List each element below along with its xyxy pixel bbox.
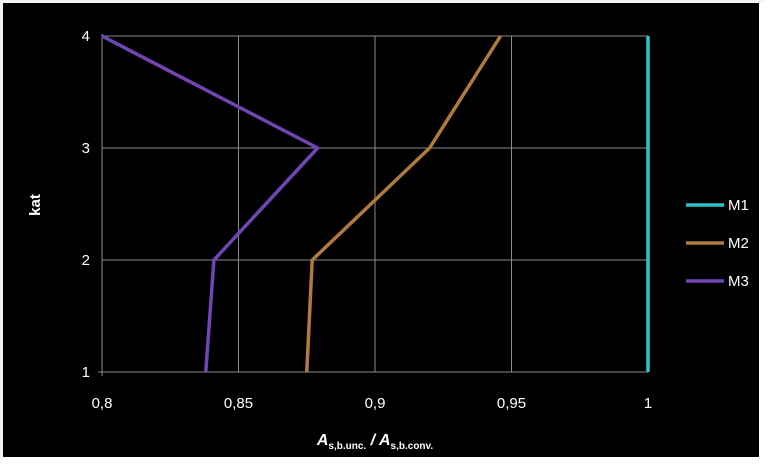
x-tick-label: 0,9 [365,395,386,412]
legend-label: M1 [728,197,749,214]
x-tick-label: 0,85 [224,395,253,412]
x-label-sub-b: s,b.conv. [391,441,434,452]
x-label-sub-a: s,b.unc. [328,441,366,452]
series-line-m2 [305,35,503,373]
x-axis-label: As,b.unc. / As,b.conv. [316,432,433,452]
y-tick-label: 2 [82,252,90,269]
x-tick-label: 1 [644,395,652,412]
x-label-sep: / [366,432,379,449]
axes [98,34,648,376]
x-label-a: A [316,432,329,449]
series-line-m3 [101,34,320,373]
grid-lines [102,35,649,373]
y-tick-label: 4 [82,28,90,45]
y-axis-label: kat [27,194,44,216]
legend-label: M2 [728,235,749,252]
legend-label: M3 [728,273,749,290]
y-tick-label: 1 [82,364,90,381]
x-label-b: A [378,432,391,449]
series-lines [101,34,650,373]
x-tick-label: 0,95 [497,395,526,412]
legend: M1 M2 M3 [686,197,749,290]
tick-labels: 0,8 0,85 0,9 0,95 1 1 2 3 4 [82,28,653,412]
x-tick-label: 0,8 [92,395,113,412]
y-tick-label: 3 [82,140,90,157]
